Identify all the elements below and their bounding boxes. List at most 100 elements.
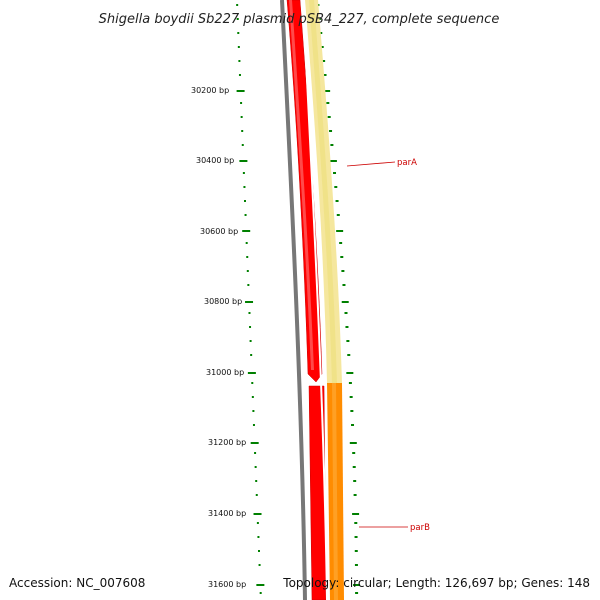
backbone-arc (280, 0, 307, 600)
ruler-major-tick (256, 584, 265, 586)
accession-text: Accession: NC_007608 (9, 576, 146, 590)
ruler-minor-tick (246, 270, 249, 272)
ruler-outer-minor-tick (326, 102, 330, 104)
ruler-outer-major-tick (353, 584, 361, 586)
ruler-outer-minor-tick (335, 200, 339, 202)
topology-info-text: Topology: circular; Length: 126,697 bp; … (283, 576, 590, 590)
ruler-minor-tick (248, 312, 251, 314)
ruler-major-tick (236, 90, 245, 92)
ruler-outer-minor-tick (354, 550, 358, 552)
ruler-minor-tick (242, 172, 245, 174)
ruler-minor-tick (250, 354, 253, 356)
ruler-outer-minor-tick (350, 410, 354, 412)
ruler-minor-tick (251, 382, 254, 384)
gene-name-parB: parB (410, 523, 430, 533)
ruler-minor-tick (247, 284, 250, 286)
ruler-outer-minor-tick (339, 242, 343, 244)
ruler-ticks (236, 4, 361, 594)
parB-cds-feature (308, 385, 327, 600)
ruler-labels: 30200 bp 30400 bp 30600 bp 30800 bp 3100… (191, 86, 246, 589)
tick-label-31000: 31000 bp (206, 368, 244, 377)
ruler-outer-minor-tick (341, 270, 345, 272)
ring-separator (302, 0, 328, 600)
ruler-minor-tick (258, 550, 260, 552)
ruler-minor-tick (237, 46, 240, 48)
ruler-outer-minor-tick (327, 116, 331, 118)
ruler-outer-minor-tick (329, 130, 333, 132)
ruler-minor-tick (241, 144, 244, 146)
ruler-minor-tick (251, 396, 254, 398)
ruler-outer-minor-tick (344, 312, 348, 314)
ruler-minor-tick (238, 74, 241, 76)
ruler-outer-minor-tick (319, 32, 323, 34)
ruler-minor-tick (246, 256, 249, 258)
ruler-major-tick (239, 160, 248, 162)
ruler-minor-tick (252, 410, 255, 412)
ruler-outer-minor-tick (352, 452, 356, 454)
ruler-outer-major-tick (336, 230, 344, 232)
tick-label-30600: 30600 bp (200, 227, 238, 236)
ruler-outer-minor-tick (348, 382, 352, 384)
tick-label-31200: 31200 bp (208, 438, 246, 447)
ruler-minor-tick (244, 214, 247, 216)
ruler-outer-minor-tick (346, 340, 350, 342)
tick-label-31600: 31600 bp (208, 580, 246, 589)
ruler-outer-minor-tick (345, 326, 349, 328)
ruler-outer-minor-tick (320, 46, 324, 48)
parA-ring-inner (309, 0, 337, 383)
parA-cds-highlight (289, 0, 314, 370)
ruler-outer-minor-tick (349, 396, 353, 398)
ruler-minor-tick (257, 536, 260, 538)
ruler-minor-tick (252, 424, 255, 426)
ruler-major-tick (250, 442, 259, 444)
ruler-minor-tick (254, 452, 257, 454)
ruler-major-tick (245, 301, 254, 303)
ruler-outer-minor-tick (352, 466, 356, 468)
ruler-outer-minor-tick (334, 186, 338, 188)
ruler-outer-major-tick (349, 442, 357, 444)
tick-label-30800: 30800 bp (204, 297, 242, 306)
ruler-minor-tick (255, 480, 258, 482)
gene-label-parA: parA (346, 158, 417, 168)
ruler-minor-tick (258, 564, 261, 566)
ruler-minor-tick (236, 4, 239, 6)
ruler-minor-tick (240, 102, 243, 104)
ruler-minor-tick (256, 522, 259, 524)
ruler-outer-minor-tick (322, 60, 326, 62)
ruler-minor-tick (254, 466, 257, 468)
gene-name-parA: parA (397, 158, 417, 168)
ruler-outer-minor-tick (342, 284, 346, 286)
ruler-outer-minor-tick (353, 494, 357, 496)
ruler-major-tick (253, 513, 262, 515)
ruler-outer-minor-tick (336, 214, 340, 216)
ruler-outer-minor-tick (354, 536, 358, 538)
ruler-minor-tick (243, 186, 246, 188)
ruler-outer-major-tick (323, 90, 331, 92)
ruler-outer-minor-tick (353, 480, 357, 482)
map-title: Shigella boydii Sb227 plasmid pSB4_227, … (99, 12, 500, 27)
tick-label-30200: 30200 bp (191, 86, 229, 95)
ruler-minor-tick (240, 116, 243, 118)
tick-label-30400: 30400 bp (196, 156, 234, 165)
ruler-major-tick (242, 230, 251, 232)
gene-label-parB: parB (359, 523, 430, 533)
ruler-outer-minor-tick (354, 564, 358, 566)
ruler-outer-minor-tick (354, 522, 358, 524)
ruler-outer-minor-tick (333, 172, 337, 174)
ruler-minor-tick (237, 32, 240, 34)
ruler-minor-tick (238, 60, 241, 62)
ruler-outer-minor-tick (347, 354, 351, 356)
ruler-outer-minor-tick (330, 144, 334, 146)
ruler-minor-tick (249, 326, 252, 328)
ruler-outer-major-tick (346, 372, 354, 374)
ruler-outer-major-tick (341, 301, 349, 303)
tick-label-31400: 31400 bp (208, 509, 246, 518)
ruler-outer-major-tick (329, 160, 337, 162)
ruler-minor-tick (245, 242, 248, 244)
ruler-outer-minor-tick (323, 74, 327, 76)
ruler-minor-tick (236, 18, 239, 20)
ruler-minor-tick (259, 592, 262, 594)
ruler-major-tick (247, 372, 256, 374)
ruler-outer-minor-tick (340, 256, 344, 258)
